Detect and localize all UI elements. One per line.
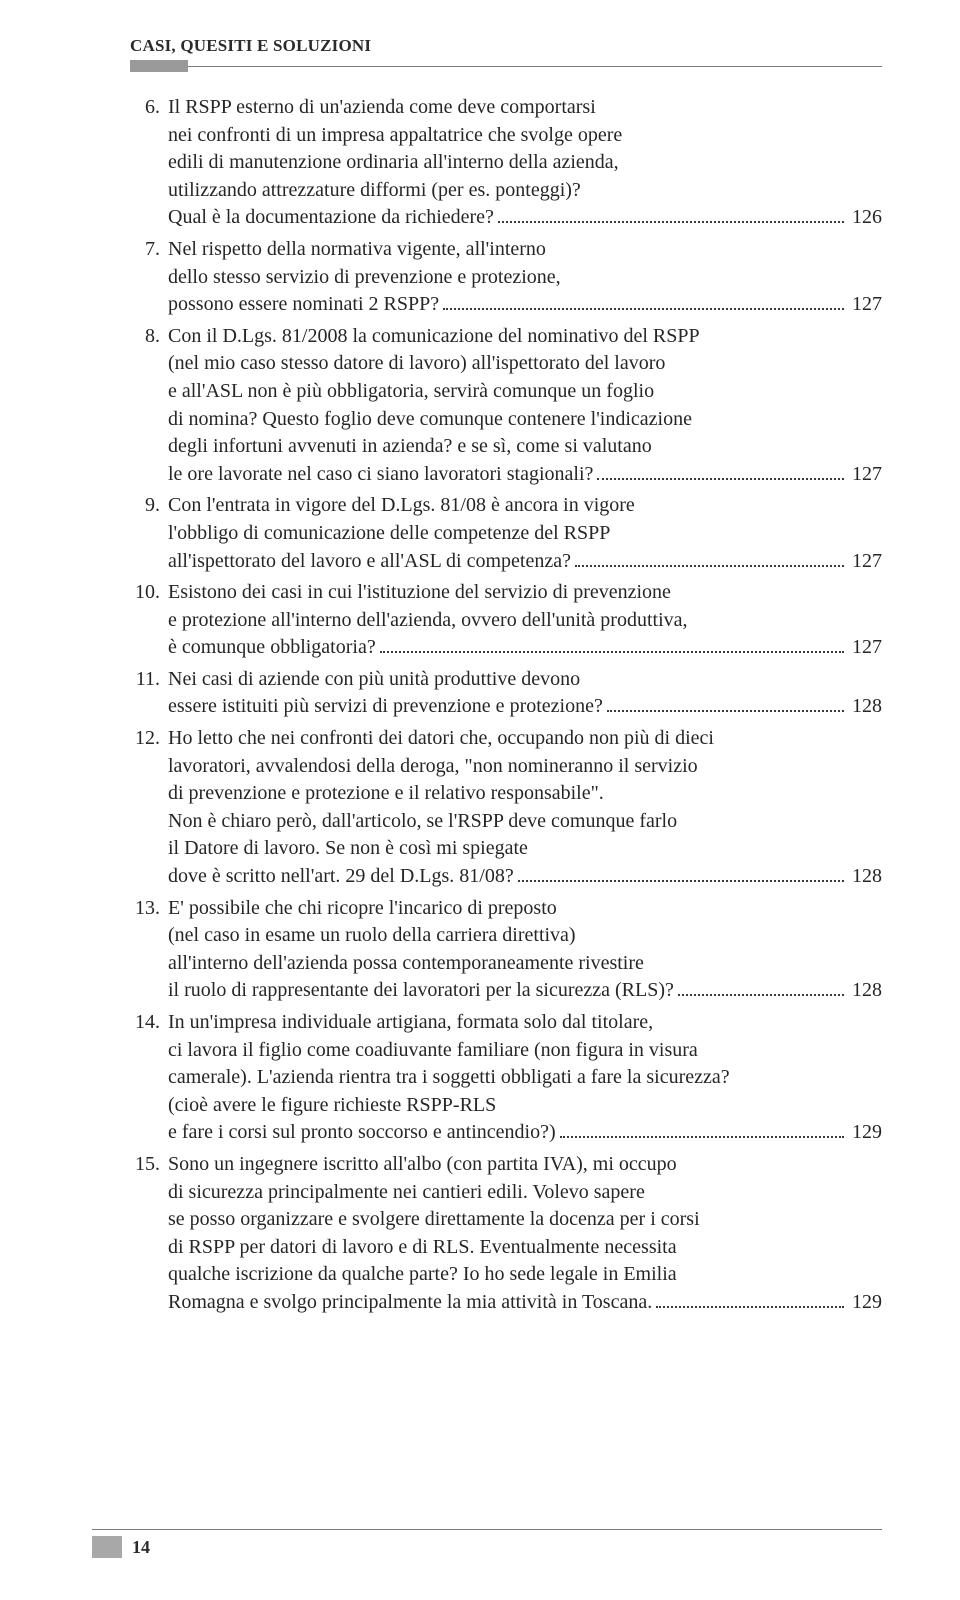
- toc-item: 8.Con il D.Lgs. 81/2008 la comunicazione…: [130, 323, 882, 489]
- toc-item: 10.Esistono dei casi in cui l'istituzion…: [130, 579, 882, 662]
- toc-item-text: Il RSPP esterno di un'azienda come deve …: [168, 94, 882, 232]
- toc-item-page: 126: [848, 204, 882, 232]
- toc-leader-dots: [597, 463, 844, 480]
- toc-item: 7.Nel rispetto della normativa vigente, …: [130, 236, 882, 319]
- toc-item-text: Con l'entrata in vigore del D.Lgs. 81/08…: [168, 492, 882, 575]
- toc-item-page: 128: [848, 977, 882, 1005]
- toc-item: 13.E' possibile che chi ricopre l'incari…: [130, 895, 882, 1005]
- toc-item-page: 128: [848, 693, 882, 721]
- page-footer: 14: [92, 1529, 882, 1558]
- toc-item-number: 12.: [130, 725, 168, 753]
- toc-item: 11.Nei casi di aziende con più unità pro…: [130, 666, 882, 721]
- toc-item-text: Sono un ingegnere iscritto all'albo (con…: [168, 1151, 882, 1317]
- toc-leader-dots: [678, 979, 844, 996]
- toc-item-number: 11.: [130, 666, 168, 694]
- toc-leader-dots: [560, 1121, 844, 1138]
- toc-item-text: In un'impresa individuale artigiana, for…: [168, 1009, 882, 1147]
- toc-item-page: 129: [848, 1289, 882, 1317]
- toc-item: 12.Ho letto che nei confronti dei datori…: [130, 725, 882, 891]
- toc-item-page: 128: [848, 863, 882, 891]
- toc-item-number: 15.: [130, 1151, 168, 1179]
- toc-leader-dots: [656, 1291, 844, 1308]
- toc-item-text: Nel rispetto della normativa vigente, al…: [168, 236, 882, 319]
- toc-item-page: 127: [848, 634, 882, 662]
- toc-item-number: 7.: [130, 236, 168, 264]
- toc-item-page: 129: [848, 1119, 882, 1147]
- header-rule: [130, 60, 882, 72]
- toc-leader-dots: [443, 293, 844, 310]
- toc-item-number: 9.: [130, 492, 168, 520]
- toc-item-number: 8.: [130, 323, 168, 351]
- toc-item: 9.Con l'entrata in vigore del D.Lgs. 81/…: [130, 492, 882, 575]
- toc-leader-dots: [498, 206, 844, 223]
- toc-item-number: 10.: [130, 579, 168, 607]
- toc-list: 6.Il RSPP esterno di un'azienda come dev…: [130, 94, 882, 1317]
- toc-item-number: 14.: [130, 1009, 168, 1037]
- toc-item-number: 6.: [130, 94, 168, 122]
- toc-item-text: Esistono dei casi in cui l'istituzione d…: [168, 579, 882, 662]
- toc-item: 15.Sono un ingegnere iscritto all'albo (…: [130, 1151, 882, 1317]
- footer-bar: [92, 1536, 122, 1558]
- toc-item-text: Nei casi di aziende con più unità produt…: [168, 666, 882, 721]
- toc-leader-dots: [607, 695, 844, 712]
- toc-leader-dots: [575, 550, 844, 567]
- toc-item-text: Con il D.Lgs. 81/2008 la comunicazione d…: [168, 323, 882, 489]
- toc-item-text: Ho letto che nei confronti dei datori ch…: [168, 725, 882, 891]
- footer-page-number: 14: [132, 1537, 150, 1558]
- toc-item: 14.In un'impresa individuale artigiana, …: [130, 1009, 882, 1147]
- toc-item-page: 127: [848, 461, 882, 489]
- toc-item-page: 127: [848, 548, 882, 576]
- header-rule-bar: [130, 60, 188, 72]
- header-rule-line: [188, 66, 882, 67]
- page-header: CASI, QUESITI E SOLUZIONI: [130, 36, 882, 72]
- toc-item: 6.Il RSPP esterno di un'azienda come dev…: [130, 94, 882, 232]
- toc-leader-dots: [518, 865, 844, 882]
- toc-item-text: E' possibile che chi ricopre l'incarico …: [168, 895, 882, 1005]
- toc-item-page: 127: [848, 291, 882, 319]
- section-title: CASI, QUESITI E SOLUZIONI: [130, 36, 882, 56]
- footer-rule: [92, 1529, 882, 1530]
- toc-item-number: 13.: [130, 895, 168, 923]
- toc-leader-dots: [380, 636, 844, 653]
